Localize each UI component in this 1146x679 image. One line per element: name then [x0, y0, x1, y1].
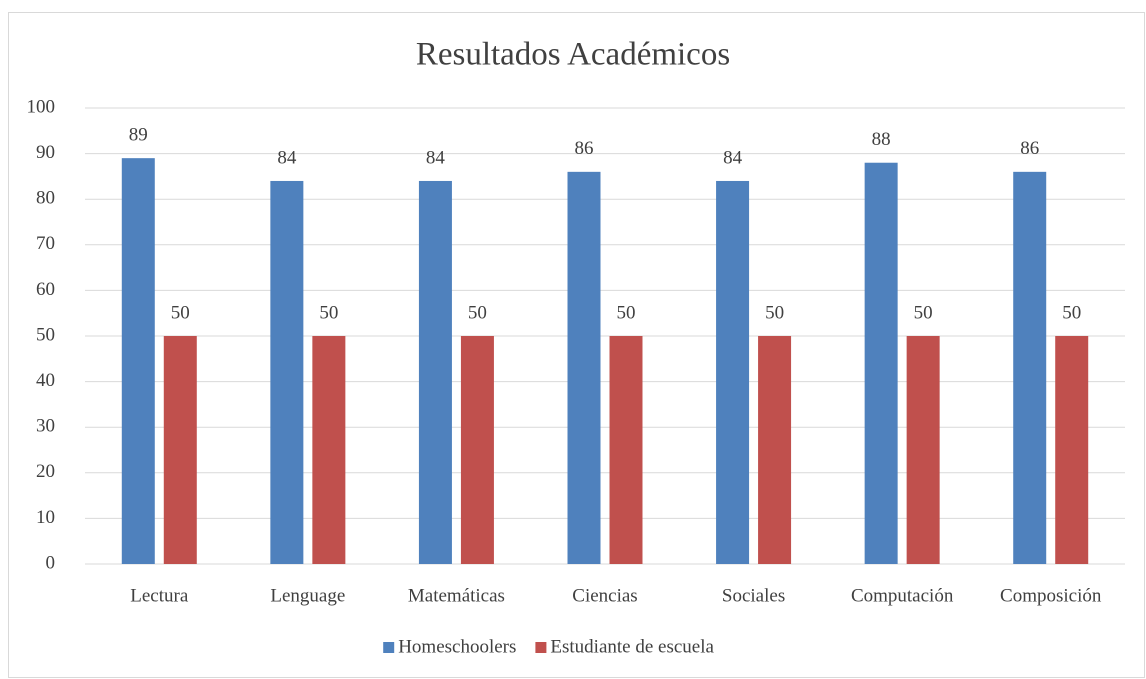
y-tick-label: 70: [36, 233, 55, 254]
y-tick-label: 100: [27, 96, 56, 117]
x-tick-label: Lectura: [130, 585, 189, 606]
bar: [1013, 171, 1047, 564]
y-tick-label: 40: [36, 370, 55, 391]
bar: [758, 336, 792, 564]
legend-label: Estudiante de escuela: [550, 636, 714, 657]
bar: [163, 336, 197, 564]
y-tick-label: 10: [36, 507, 55, 528]
bar: [567, 171, 601, 564]
legend-label: Homeschoolers: [398, 636, 516, 657]
data-label: 50: [765, 302, 784, 323]
y-tick-label: 80: [36, 188, 55, 209]
x-tick-label: Composición: [1000, 585, 1102, 606]
data-label: 50: [914, 302, 933, 323]
data-label: 84: [277, 147, 297, 168]
data-label: 50: [617, 302, 636, 323]
bar: [460, 336, 494, 564]
bar: [418, 180, 452, 564]
data-label: 84: [723, 147, 743, 168]
y-tick-label: 90: [36, 142, 55, 163]
legend-swatch: [383, 642, 395, 653]
y-tick-label: 60: [36, 279, 55, 300]
data-label: 50: [468, 302, 487, 323]
bar: [312, 336, 346, 564]
y-tick-label: 50: [36, 324, 55, 345]
chart-title: Resultados Académicos: [416, 37, 730, 73]
bar: [906, 336, 940, 564]
y-tick-label: 30: [36, 416, 55, 437]
x-tick-label: Sociales: [722, 585, 785, 606]
x-tick-label: Ciencias: [572, 585, 637, 606]
x-tick-label: Matemáticas: [408, 585, 505, 606]
bar: [270, 180, 304, 564]
x-tick-label: Lenguage: [270, 585, 345, 606]
bar: [1055, 336, 1089, 564]
bar: [121, 158, 155, 564]
x-tick-label: Computación: [851, 585, 954, 606]
data-label: 86: [575, 138, 594, 159]
data-label: 88: [872, 129, 891, 150]
data-label: 50: [171, 302, 190, 323]
data-label: 50: [1062, 302, 1081, 323]
bar: [609, 336, 643, 564]
y-tick-label: 20: [36, 461, 55, 482]
y-tick-label: 0: [46, 552, 56, 573]
data-label: 84: [426, 147, 446, 168]
data-label: 50: [319, 302, 338, 323]
legend-swatch: [535, 642, 547, 653]
bar: [716, 180, 750, 564]
bar: [864, 162, 898, 564]
data-label: 86: [1020, 138, 1039, 159]
data-label: 89: [129, 125, 148, 146]
